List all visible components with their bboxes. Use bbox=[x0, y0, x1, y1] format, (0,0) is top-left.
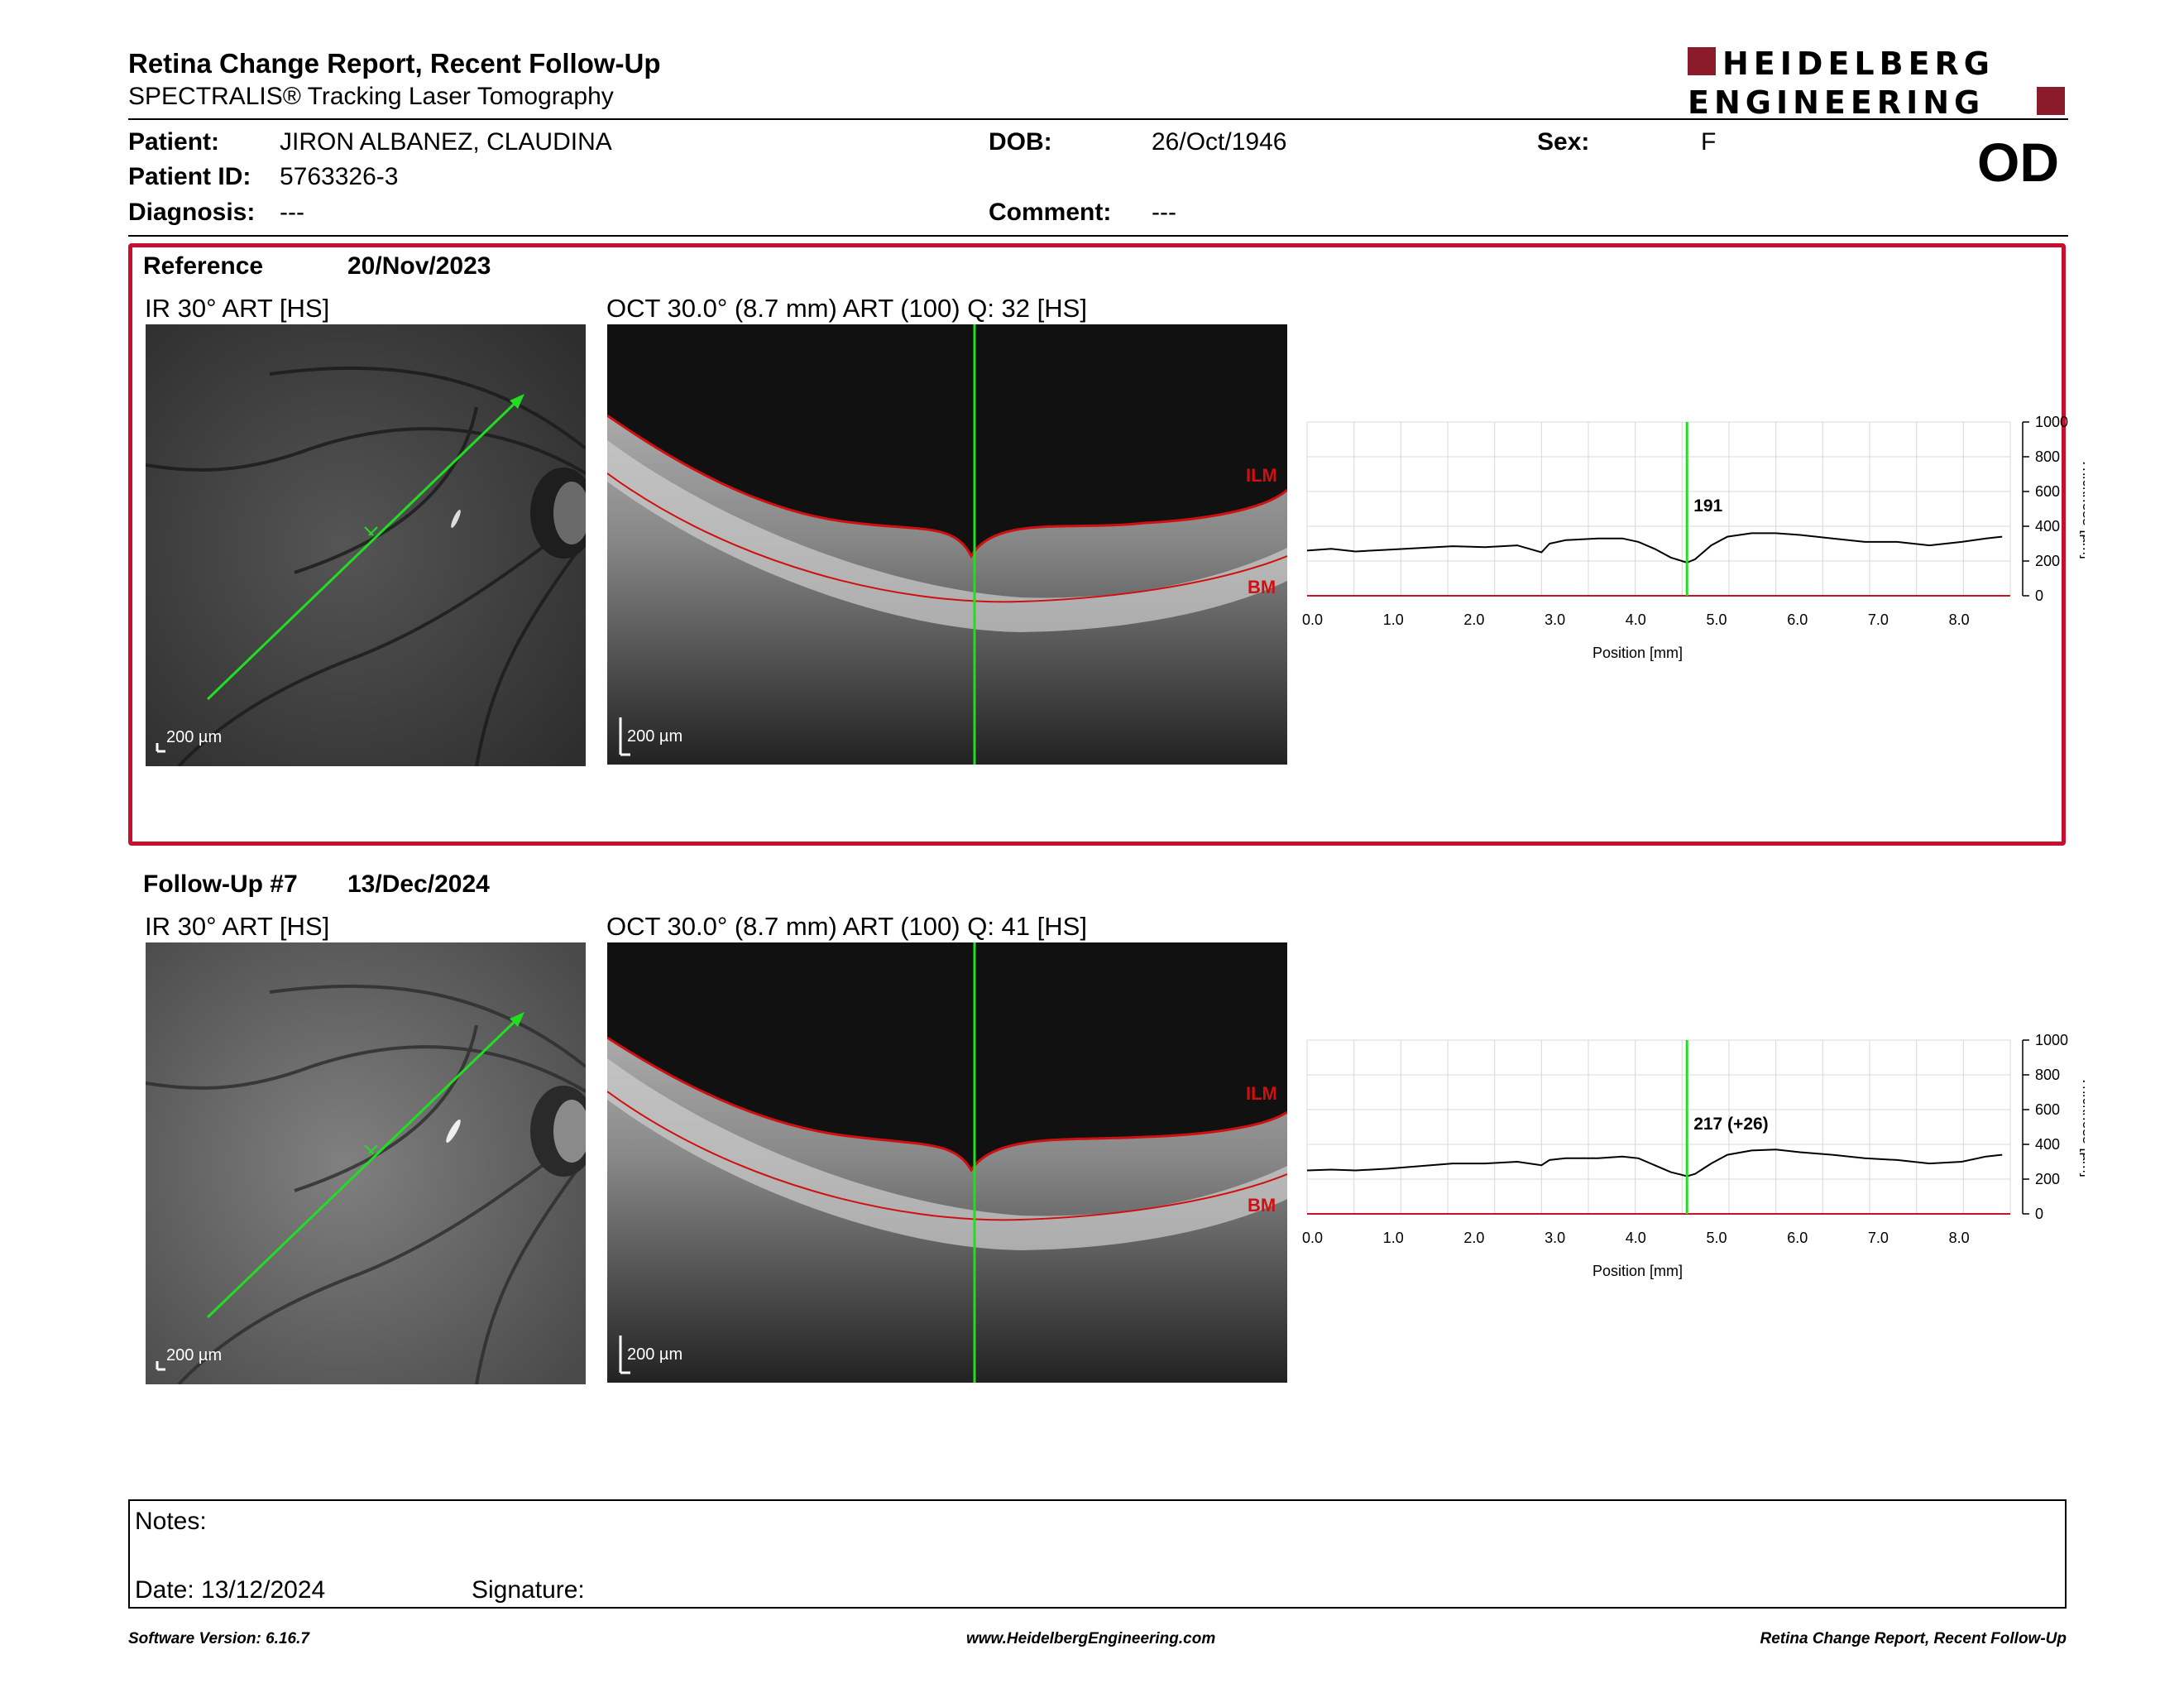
svg-text:ENGINEERING: ENGINEERING bbox=[1688, 84, 1985, 120]
y-tick-label: 0 bbox=[2035, 587, 2043, 604]
x-tick-label: 5.0 bbox=[1707, 1230, 1727, 1246]
report-subtitle: SPECTRALIS® Tracking Laser Tomography bbox=[128, 83, 614, 110]
followup-label: Follow-Up #7 bbox=[143, 870, 298, 898]
comment-label: Comment: bbox=[989, 199, 1112, 226]
patient-name: JIRON ALBANEZ, CLAUDINA bbox=[280, 128, 612, 156]
dob-value: 26/Oct/1946 bbox=[1152, 128, 1287, 156]
reference-ir-image: 200 µm bbox=[145, 324, 596, 768]
y-tick-label: 800 bbox=[2035, 448, 2060, 465]
svg-text:HEIDELBERG: HEIDELBERG bbox=[1722, 46, 1995, 82]
y-tick-label: 400 bbox=[2035, 1136, 2060, 1153]
x-tick-label: 8.0 bbox=[1949, 1230, 1970, 1246]
sex-label: Sex: bbox=[1537, 128, 1590, 156]
patient-divider bbox=[128, 235, 2068, 237]
report-title: Retina Change Report, Recent Follow-Up bbox=[128, 48, 661, 79]
sex-value: F bbox=[1701, 128, 1717, 156]
y-tick-label: 200 bbox=[2035, 1171, 2060, 1187]
followup-oct-caption: OCT 30.0° (8.7 mm) ART (100) Q: 41 [HS] bbox=[606, 912, 1087, 941]
x-tick-label: 0.0 bbox=[1302, 1230, 1323, 1246]
x-tick-label: 1.0 bbox=[1383, 611, 1404, 628]
followup-ir-image: 200 µm bbox=[145, 942, 596, 1386]
reference-oct-image: 200 µm ILM BM bbox=[606, 324, 1289, 765]
cursor-thickness-label: 217 (+26) bbox=[1693, 1115, 1768, 1134]
y-tick-label: 400 bbox=[2035, 518, 2060, 535]
followup-thickness-chart: 0 200 400 600 800 1000 0.0 1.0 2.0 3.0 4.0 5.0 6.0 7.… bbox=[1302, 1032, 2085, 1279]
y-tick-label: 600 bbox=[2035, 1101, 2060, 1118]
thickness-series-line bbox=[1306, 1149, 2003, 1177]
x-tick-label: 2.0 bbox=[1463, 611, 1484, 628]
logo-graphic: HEIDELBERG ENGINEERING bbox=[1688, 46, 2065, 121]
patient-label: Patient: bbox=[128, 128, 220, 156]
x-tick-label: 6.0 bbox=[1787, 611, 1808, 628]
y-tick-label: 1000 bbox=[2035, 414, 2068, 430]
x-tick-label: 3.0 bbox=[1545, 611, 1565, 628]
x-tick-label: 6.0 bbox=[1787, 1230, 1808, 1246]
reference-date: 20/Nov/2023 bbox=[347, 252, 491, 280]
header-divider bbox=[128, 118, 2068, 120]
comment-value: --- bbox=[1152, 199, 1176, 226]
cursor-thickness-label: 191 bbox=[1693, 496, 1722, 516]
followup-bm-label: BM bbox=[1248, 1195, 1276, 1216]
diagnosis-label: Diagnosis: bbox=[128, 199, 256, 226]
x-tick-label: 7.0 bbox=[1868, 611, 1889, 628]
followup-oct-scale: 200 µm bbox=[627, 1345, 683, 1364]
diagnosis-value: --- bbox=[280, 199, 304, 226]
x-tick-label: 8.0 bbox=[1949, 611, 1970, 628]
notes-box bbox=[128, 1499, 2067, 1609]
dob-label: DOB: bbox=[989, 128, 1052, 156]
x-tick-label: 4.0 bbox=[1626, 1230, 1646, 1246]
followup-ir-caption: IR 30° ART [HS] bbox=[145, 912, 330, 941]
y-axis-label: Thickness [µm] bbox=[2080, 458, 2085, 559]
eye-indicator: OD bbox=[1977, 132, 2059, 193]
reference-ir-scale: 200 µm bbox=[166, 728, 223, 746]
reference-thickness-chart: 0 200 400 600 800 1000 0.0 1.0 2.0 3.0 4.0 5.0 6.0 7.… bbox=[1302, 414, 2085, 661]
x-tick-label: 5.0 bbox=[1707, 611, 1727, 628]
patient-id-label: Patient ID: bbox=[128, 163, 251, 190]
y-tick-label: 200 bbox=[2035, 553, 2060, 569]
followup-oct-image: 200 µm ILM BM bbox=[606, 942, 1288, 1383]
x-tick-label: 0.0 bbox=[1302, 611, 1323, 628]
x-axis-label: Position [mm] bbox=[1592, 1263, 1683, 1279]
notes-label: Notes: bbox=[135, 1508, 207, 1535]
x-tick-label: 1.0 bbox=[1383, 1230, 1404, 1246]
followup-ir-scale: 200 µm bbox=[166, 1346, 223, 1364]
followup-ilm-label: ILM bbox=[1246, 1083, 1277, 1104]
reference-ir-caption: IR 30° ART [HS] bbox=[145, 294, 330, 323]
heidelberg-logo: HEIDELBERG ENGINEERING bbox=[1688, 46, 2068, 121]
x-tick-label: 3.0 bbox=[1545, 1230, 1565, 1246]
reference-label: Reference bbox=[143, 252, 264, 280]
footer-website: www.HeidelbergEngineering.com bbox=[966, 1630, 1216, 1647]
y-tick-label: 800 bbox=[2035, 1067, 2060, 1083]
patient-id: 5763326-3 bbox=[280, 163, 399, 190]
notes-date: Date: 13/12/2024 bbox=[135, 1576, 326, 1604]
y-tick-label: 1000 bbox=[2035, 1032, 2068, 1048]
signature-label: Signature: bbox=[472, 1576, 585, 1604]
footer-software-version: Software Version: 6.16.7 bbox=[128, 1630, 309, 1647]
y-axis-label: Thickness [µm] bbox=[2080, 1077, 2085, 1177]
x-tick-label: 2.0 bbox=[1463, 1230, 1484, 1246]
x-tick-label: 7.0 bbox=[1868, 1230, 1889, 1246]
followup-date: 13/Dec/2024 bbox=[347, 870, 490, 898]
reference-oct-caption: OCT 30.0° (8.7 mm) ART (100) Q: 32 [HS] bbox=[606, 294, 1087, 323]
y-tick-label: 0 bbox=[2035, 1206, 2043, 1222]
y-tick-label: 600 bbox=[2035, 483, 2060, 500]
reference-frame bbox=[128, 243, 2066, 846]
reference-bm-label: BM bbox=[1248, 577, 1276, 597]
thickness-series-line bbox=[1306, 532, 2003, 563]
reference-oct-scale: 200 µm bbox=[627, 727, 683, 746]
x-axis-label: Position [mm] bbox=[1592, 645, 1683, 661]
reference-ilm-label: ILM bbox=[1246, 465, 1277, 486]
x-tick-label: 4.0 bbox=[1626, 611, 1646, 628]
footer-report-name: Retina Change Report, Recent Follow-Up bbox=[1760, 1630, 2067, 1647]
